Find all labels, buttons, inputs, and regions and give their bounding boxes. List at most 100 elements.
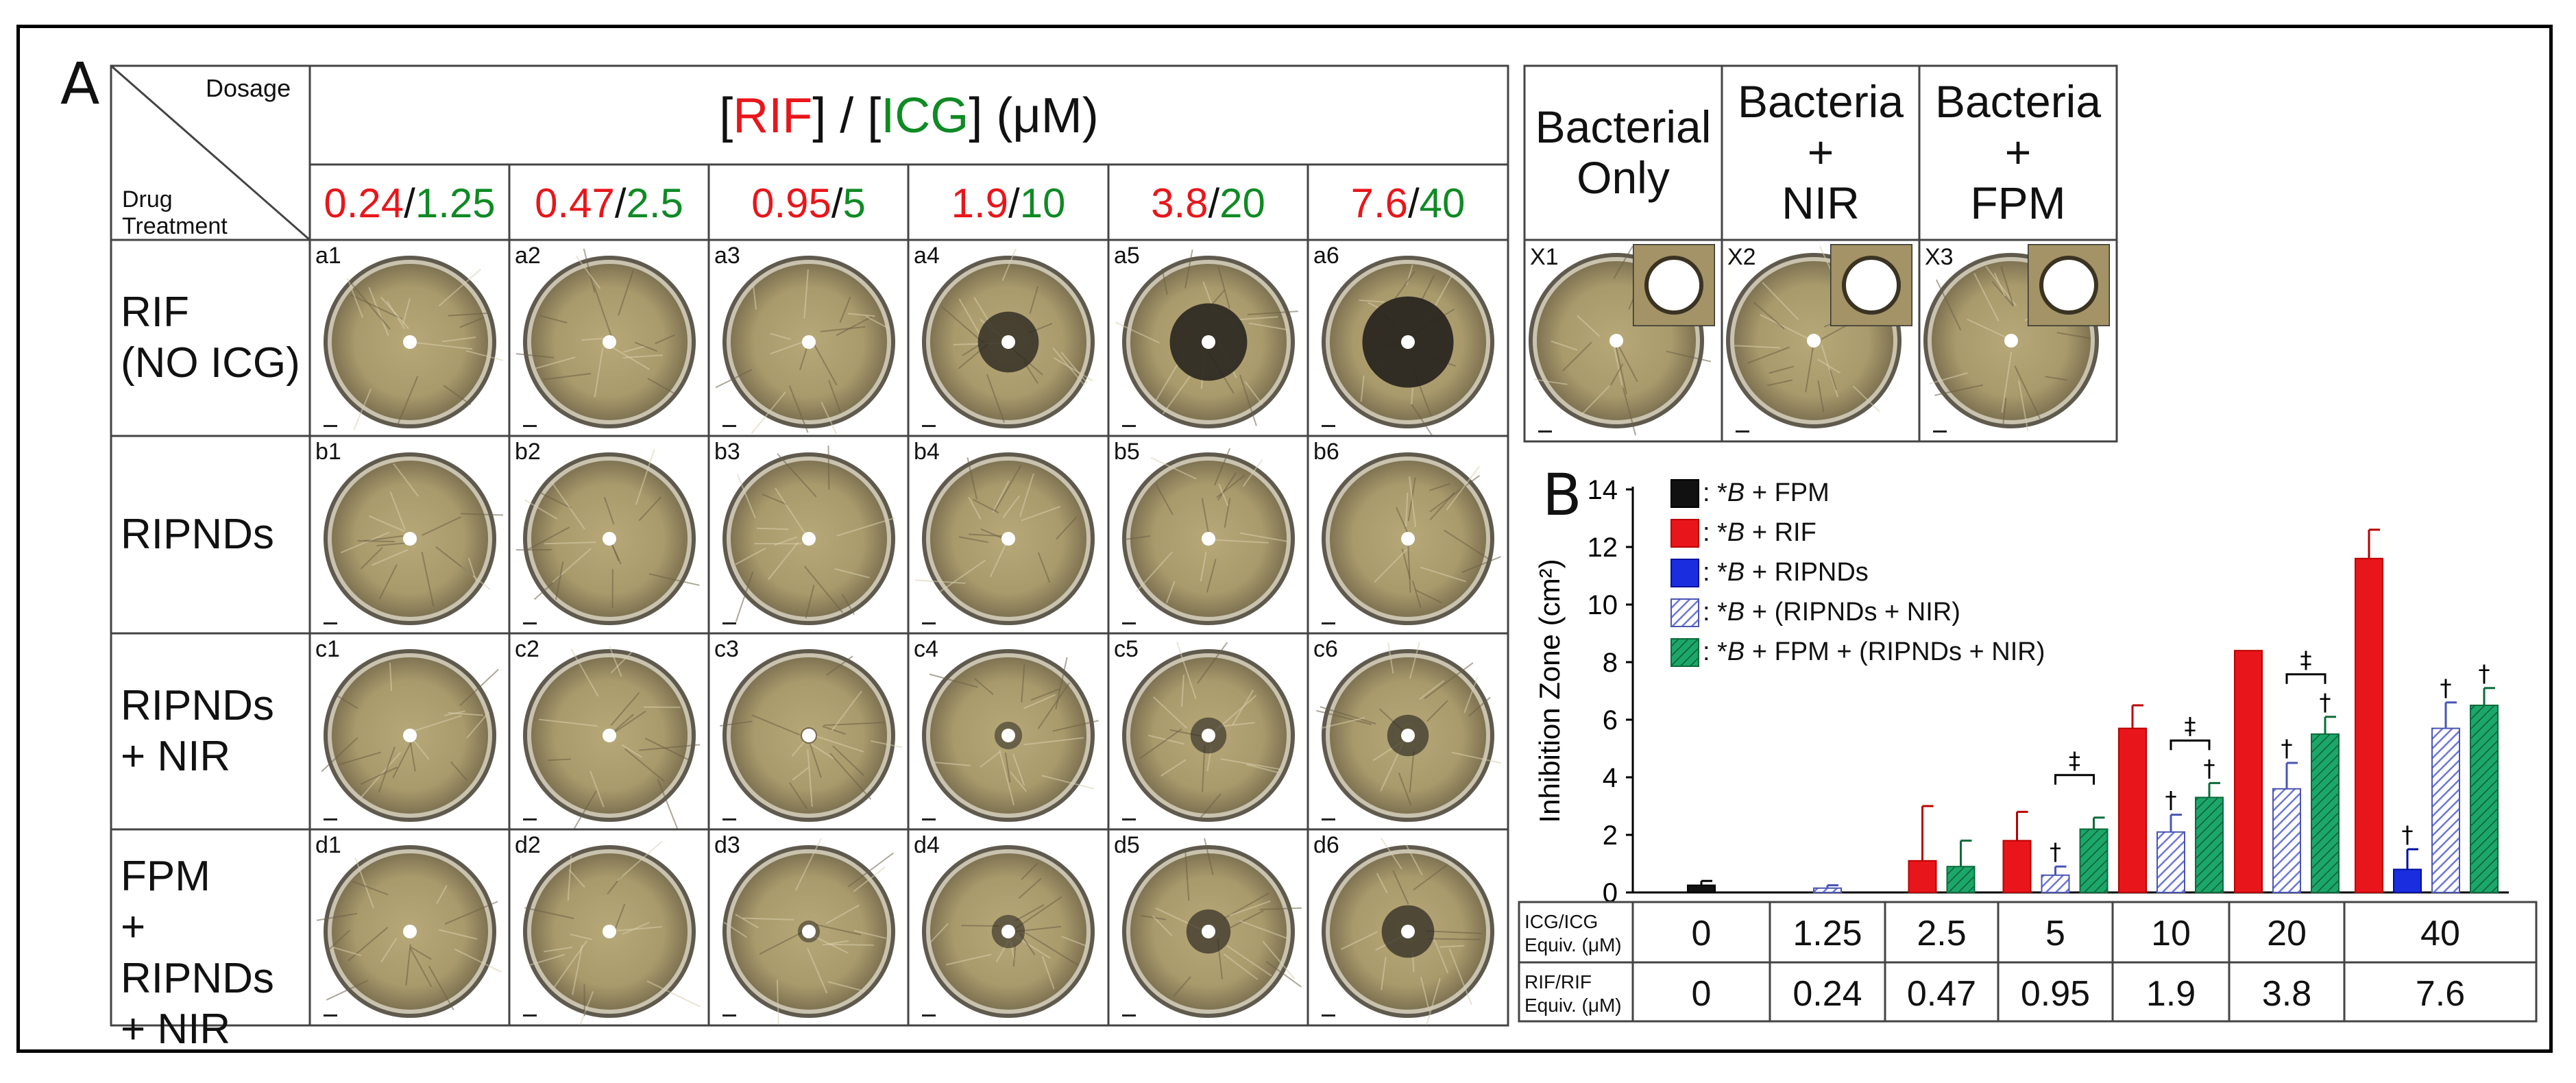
legend-prefix: : *	[1703, 518, 1727, 547]
control-header: Bacteria + NIR	[1722, 76, 1919, 229]
control-header-line: Bacterial	[1535, 101, 1712, 152]
plate-label: X2	[1727, 244, 1756, 270]
scale-bar	[1122, 425, 1136, 427]
scale-bar	[324, 425, 337, 427]
y-tick-label: 2	[1603, 820, 1618, 851]
control-header-line: Bacteria	[1934, 76, 2102, 127]
legend-swatch	[1670, 559, 1699, 587]
petri-dish-image	[715, 256, 895, 435]
bar	[1908, 860, 1937, 894]
legend-prefix: : *	[1703, 558, 1727, 587]
scale-bar	[1322, 622, 1335, 624]
corner-treatment-line1: Drug	[122, 186, 173, 212]
legend-swatch	[1670, 638, 1699, 667]
petri-dish-image	[1121, 642, 1295, 822]
plate-label: a5	[1114, 243, 1140, 269]
petri-dish-image	[922, 845, 1095, 1018]
bar	[2272, 788, 2301, 894]
dose-separator: /	[614, 180, 627, 226]
icg-header-line2: Equiv. (μM)	[1524, 934, 1622, 956]
dose-cell: 1.9/10	[908, 180, 1108, 227]
rif-equiv-cell: 0	[1691, 974, 1712, 1014]
control-header-line: NIR	[1782, 177, 1860, 228]
plate-label: b3	[714, 439, 740, 465]
bar	[2311, 733, 2340, 893]
bar	[2118, 727, 2147, 893]
bar	[1687, 884, 1716, 893]
bar	[2156, 831, 2185, 894]
dose-rif-value: 7.6	[1350, 180, 1408, 226]
scale-bar	[1122, 622, 1136, 624]
table-b-grid	[1518, 901, 2538, 1023]
treatment-label: RIPNDs + NIR	[121, 681, 306, 783]
significance-bracket	[2170, 739, 2211, 751]
bar	[2393, 868, 2422, 894]
title-close: ] (μM)	[969, 88, 1099, 143]
legend-entry: : *B + FPM	[1703, 478, 1830, 508]
treatment-label-line: + NIR	[121, 733, 231, 781]
scale-bar	[922, 622, 936, 624]
corner-treatment-line2: Treatment	[122, 213, 228, 240]
rif-header-line1: RIF/RIF	[1524, 971, 1592, 993]
petri-dish-image	[915, 452, 1095, 625]
rif-equiv-cell: 0.47	[1906, 974, 1977, 1014]
dosage-title: [RIF] / [ICG] (μM)	[310, 88, 1508, 144]
petri-dish-image	[922, 249, 1095, 428]
y-tick-label: 12	[1588, 533, 1618, 563]
plate-label: c1	[315, 636, 340, 662]
plate-label: a2	[515, 243, 541, 269]
dose-icg-value: 2.5	[626, 180, 683, 226]
legend-entry: : *B + FPM + (RIPNDs + NIR)	[1703, 637, 2045, 667]
treatment-label-line: + RIPNDs	[121, 903, 274, 1002]
rif-equiv-cell: 3.8	[2261, 974, 2312, 1014]
petri-dish-image	[1316, 642, 1501, 822]
title-rif: RIF	[733, 88, 813, 143]
dose-rif-value: 0.95	[751, 180, 831, 226]
petri-dish-image	[922, 649, 1099, 822]
scale-bar	[1538, 430, 1552, 433]
y-tick-label: 4	[1603, 763, 1618, 793]
plate-label: d1	[315, 832, 341, 858]
panel-a-label: A	[60, 50, 100, 117]
dose-separator: /	[1208, 180, 1220, 226]
y-tick-label: 0	[1603, 878, 1618, 908]
scale-bar	[722, 622, 736, 624]
bar	[2002, 840, 2032, 894]
petri-dish-image	[1115, 249, 1298, 428]
rif-equiv-cell: 7.6	[2415, 974, 2466, 1014]
bar	[2355, 557, 2383, 893]
treatment-label-line: RIPNDs	[121, 682, 274, 729]
legend-italic: B	[1727, 558, 1745, 587]
plate-label: b5	[1114, 439, 1140, 465]
bar	[1946, 866, 1976, 893]
control-header: Bacterial Only	[1524, 101, 1722, 204]
legend-swatch	[1670, 598, 1699, 627]
dose-icg-value: 10	[1019, 180, 1066, 226]
dose-cell: 7.6/40	[1308, 180, 1508, 227]
plate-label: d2	[515, 832, 541, 858]
petri-dish-image	[722, 838, 895, 1025]
petri-dish-image	[515, 249, 696, 428]
scale-bar	[1322, 425, 1335, 427]
petri-dish-image	[1121, 448, 1295, 625]
petri-dish-image	[1923, 253, 2099, 432]
plate-label: a3	[714, 243, 740, 269]
title-open: [	[719, 88, 733, 143]
significance-dagger: †	[2479, 660, 2490, 687]
control-header-line: FPM	[1970, 177, 2066, 228]
dose-separator: /	[1408, 180, 1420, 226]
dose-separator: /	[404, 180, 415, 226]
petri-dish-image	[522, 646, 700, 829]
icg-equiv-cell: 1.25	[1793, 914, 1862, 953]
dose-icg-value: 20	[1219, 180, 1265, 226]
scale-bar	[1122, 818, 1136, 820]
rif-header-line2: Equiv. (μM)	[1524, 994, 1622, 1016]
treatment-label-line: (NO ICG)	[121, 339, 300, 387]
scale-bar	[1322, 1014, 1335, 1017]
legend-italic: B	[1727, 518, 1745, 547]
plate-label: c6	[1313, 636, 1338, 662]
legend-entry: : *B + RIPNDs	[1703, 558, 1869, 587]
y-tick-label: 10	[1588, 590, 1618, 620]
scale-bar	[722, 1014, 736, 1017]
